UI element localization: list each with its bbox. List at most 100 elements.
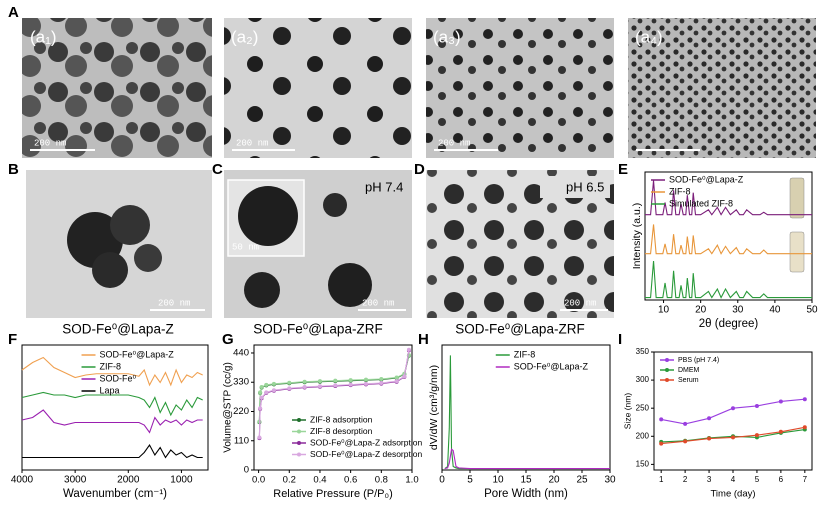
x-tick-label: 4 [731, 475, 736, 484]
data-point [317, 384, 322, 389]
data-line [258, 354, 410, 422]
scale-label: 200 nm [236, 138, 268, 148]
x-tick-label: 0 [439, 475, 445, 486]
panel-letter: I [618, 331, 622, 348]
data-point [379, 381, 384, 386]
scale-label: 200 nm [438, 138, 470, 148]
particle [134, 244, 162, 272]
x-tick-label: 0.0 [252, 475, 265, 486]
y-axis-label: Size (nm) [622, 393, 632, 430]
y-axis-label: Intensity (a.u.) [631, 203, 643, 270]
y-tick-label: 300 [636, 375, 650, 384]
data-point [302, 385, 307, 390]
y-tick-label: 150 [636, 459, 650, 468]
x-tick-label: 20 [695, 305, 707, 316]
panel-letter: B [8, 161, 19, 178]
data-line [444, 448, 610, 470]
particle [110, 205, 150, 245]
plot-frame [21, 344, 209, 471]
x-axis-label: Wavenumber (cm⁻¹) [63, 488, 167, 500]
y-tick-label: 350 [636, 347, 650, 356]
particle [244, 272, 280, 308]
x-tick-label: 40 [769, 305, 781, 316]
data-point [264, 382, 269, 387]
data-point [707, 416, 712, 421]
y-axis-label: Volume@STP (cc/g) [223, 362, 234, 453]
x-tick-label: 6 [779, 475, 784, 484]
data-line [258, 349, 410, 438]
data-point [683, 439, 688, 444]
caption: SOD-Fe⁰@Lapa-ZRF [253, 322, 382, 337]
data-line [444, 355, 610, 470]
y-tick-label: 220 [233, 406, 249, 417]
y-tick-label: 330 [233, 377, 249, 388]
x-tick-label: 3 [707, 475, 712, 484]
scale-label: 200 nm [158, 298, 190, 308]
x-tick-label: 7 [803, 475, 808, 484]
y-tick-label: 440 [233, 347, 249, 358]
y-axis-label: dV/dW (cm³/g/nm) [428, 365, 440, 450]
data-point [348, 382, 353, 387]
data-point [707, 436, 712, 441]
x-tick-label: 30 [732, 305, 744, 316]
legend-marker [665, 358, 669, 362]
tem-image [224, 18, 412, 158]
x-tick-label: 0.4 [313, 475, 326, 486]
y-tick-label: 110 [234, 435, 249, 446]
x-tick-label: 50 [806, 305, 818, 316]
data-point [778, 429, 783, 434]
legend-label: DMEM [678, 367, 700, 374]
vial-photo [789, 177, 805, 219]
x-tick-label: 25 [576, 475, 588, 486]
y-tick-label: 200 [636, 431, 650, 440]
data-point [287, 386, 292, 391]
image-label: (a₃) [433, 27, 461, 46]
legend-label: ZIF-8 desorption [310, 426, 373, 436]
data-point [406, 347, 411, 352]
vial-photo [789, 231, 805, 273]
x-tick-label: 1.0 [405, 475, 418, 486]
caption: SOD-Fe⁰@Lapa-Z [62, 322, 173, 337]
legend-label: Serum [678, 377, 699, 384]
x-tick-label: 30 [604, 475, 616, 486]
x-tick-label: 10 [492, 475, 504, 486]
scale-label: 200 nm [34, 138, 66, 148]
x-tick-label: 1 [659, 475, 664, 484]
data-line [661, 398, 805, 425]
data-point [731, 406, 735, 411]
legend-label: ZIF-8 adsorption [310, 414, 373, 424]
legend-label: Simulated ZIF-8 [669, 198, 733, 208]
legend-label: SOD-Fe⁰@Lapa-Z adsorption [310, 437, 422, 447]
x-tick-label: 2 [683, 475, 688, 484]
data-line [21, 391, 203, 417]
scale-label: 50 nm [232, 242, 259, 252]
legend-marker [665, 378, 669, 382]
data-point [264, 390, 269, 395]
data-point [754, 403, 759, 408]
x-tick-label: 2000 [117, 475, 140, 486]
data-point [402, 374, 407, 379]
plot-frame [644, 171, 813, 301]
panel-letter: A [8, 4, 19, 21]
plot-frame [253, 344, 413, 471]
data-point [802, 425, 807, 430]
data-line [21, 409, 203, 434]
data-point [363, 377, 368, 382]
data-line [645, 224, 812, 255]
legend-marker [297, 441, 301, 445]
data-line [21, 356, 203, 387]
data-point [379, 377, 384, 382]
tem-image [426, 18, 614, 158]
data-point [363, 381, 368, 386]
data-point [302, 379, 307, 384]
scale-label: 200 nm [362, 298, 394, 308]
data-point [259, 395, 264, 400]
x-tick-label: 3000 [64, 475, 87, 486]
x-tick-label: 4000 [11, 475, 34, 486]
x-tick-label: 5 [755, 475, 760, 484]
panel-letter: D [414, 161, 425, 178]
panel-letter: F [8, 331, 17, 348]
x-tick-label: 10 [658, 305, 670, 316]
x-tick-label: 0.6 [344, 475, 357, 486]
